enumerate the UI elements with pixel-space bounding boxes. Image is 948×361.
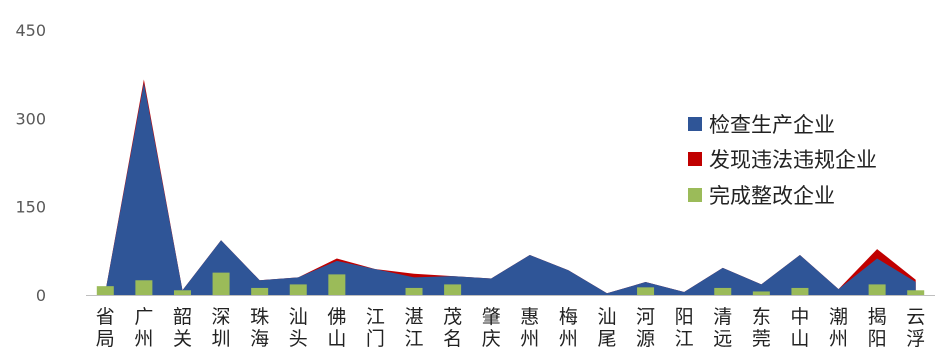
- x-tick-label: 河源: [636, 306, 655, 350]
- x-tick-char: 庆: [482, 328, 501, 350]
- x-tick-char: 清: [713, 306, 732, 328]
- x-tick-label: 湛江: [405, 306, 424, 350]
- bar-series: [96, 272, 925, 295]
- bar-河源: [637, 287, 655, 295]
- x-tick-char: 山: [327, 328, 346, 350]
- x-tick-label: 汕头: [289, 306, 308, 350]
- x-tick-char: 江: [405, 328, 424, 350]
- x-tick-label: 肇庆: [482, 306, 501, 350]
- x-tick-char: 源: [636, 328, 655, 350]
- y-tick-label: 450: [15, 21, 46, 40]
- bar-韶关: [173, 290, 191, 295]
- legend-label: 检查生产企业: [709, 113, 835, 137]
- x-tick-label: 阳江: [675, 306, 694, 350]
- x-tick-char: 河: [636, 306, 655, 328]
- bar-云浮: [907, 290, 925, 295]
- bar-茂名: [444, 284, 462, 295]
- x-tick-char: 广: [134, 306, 153, 328]
- x-tick-label: 珠海: [250, 306, 269, 350]
- x-tick-char: 浮: [906, 328, 925, 350]
- x-tick-label: 清远: [713, 306, 732, 350]
- x-tick-label: 梅州: [559, 306, 578, 350]
- x-tick-char: 局: [96, 328, 115, 350]
- x-tick-char: 海: [250, 328, 269, 350]
- x-tick-label: 揭阳: [868, 306, 887, 350]
- x-tick-char: 门: [366, 328, 385, 350]
- bar-省局: [96, 286, 114, 295]
- x-tick-char: 省: [96, 306, 115, 328]
- x-tick-char: 肇: [482, 306, 501, 328]
- y-tick-label: 150: [15, 198, 46, 217]
- x-axis: 省局广州韶关深圳珠海汕头佛山江门湛江茂名肇庆惠州梅州汕尾河源阳江清远东莞中山潮州…: [86, 295, 935, 350]
- x-tick-label: 深圳: [212, 306, 231, 350]
- x-tick-label: 佛山: [327, 306, 346, 350]
- x-tick-label: 韶关: [173, 306, 192, 350]
- x-tick-char: 尾: [597, 328, 616, 350]
- x-tick-char: 韶: [173, 306, 192, 328]
- bar-珠海: [251, 287, 269, 295]
- y-tick-label: 0: [36, 286, 46, 305]
- x-tick-char: 揭: [868, 306, 887, 328]
- x-tick-char: 湛: [405, 306, 424, 328]
- y-tick-label: 300: [15, 109, 46, 128]
- x-tick-char: 头: [289, 328, 308, 350]
- x-tick-char: 阳: [868, 328, 887, 350]
- legend-marker: [688, 188, 702, 202]
- x-tick-label: 江门: [366, 306, 385, 350]
- bar-广州: [135, 280, 153, 295]
- x-tick-label: 广州: [134, 306, 153, 350]
- x-tick-char: 山: [790, 328, 809, 350]
- bar-湛江: [405, 287, 423, 295]
- x-tick-char: 珠: [250, 306, 269, 328]
- x-tick-char: 东: [752, 306, 771, 328]
- x-tick-char: 圳: [212, 328, 231, 350]
- x-tick-char: 江: [675, 328, 694, 350]
- x-tick-label: 中山: [790, 306, 809, 350]
- x-tick-char: 州: [829, 328, 848, 350]
- x-tick-char: 梅: [559, 306, 578, 328]
- legend-label: 发现违法违规企业: [709, 148, 877, 172]
- x-tick-label: 茂名: [443, 306, 462, 350]
- x-tick-label: 汕尾: [597, 306, 616, 350]
- legend-label: 完成整改企业: [709, 184, 835, 208]
- x-tick-char: 关: [173, 328, 192, 350]
- x-tick-char: 中: [790, 306, 809, 328]
- bar-清远: [714, 287, 732, 295]
- x-tick-char: 汕: [597, 306, 616, 328]
- bar-东莞: [752, 291, 770, 295]
- x-tick-char: 名: [443, 328, 462, 350]
- bar-揭阳: [868, 284, 886, 295]
- bar-深圳: [212, 272, 230, 295]
- x-tick-char: 汕: [289, 306, 308, 328]
- x-tick-char: 阳: [675, 306, 694, 328]
- bar-佛山: [328, 274, 346, 295]
- x-tick-char: 州: [559, 328, 578, 350]
- x-tick-char: 云: [906, 306, 925, 328]
- x-tick-label: 省局: [96, 306, 115, 350]
- x-tick-char: 佛: [327, 306, 346, 328]
- y-axis: 0 150 300 450: [15, 21, 46, 305]
- x-tick-label: 潮州: [829, 306, 848, 350]
- x-tick-label: 惠州: [520, 306, 539, 350]
- x-tick-char: 深: [212, 306, 231, 328]
- x-tick-label: 云浮: [906, 306, 925, 350]
- bar-汕头: [289, 284, 307, 295]
- x-tick-char: 江: [366, 306, 385, 328]
- legend-marker: [688, 152, 702, 166]
- x-tick-label: 东莞: [752, 306, 771, 350]
- x-tick-char: 茂: [443, 306, 462, 328]
- legend-marker: [688, 117, 702, 131]
- x-tick-char: 惠: [520, 306, 539, 328]
- x-tick-char: 州: [134, 328, 153, 350]
- x-tick-char: 远: [713, 328, 732, 350]
- x-tick-char: 莞: [752, 328, 771, 350]
- x-tick-char: 州: [520, 328, 539, 350]
- x-tick-char: 潮: [829, 306, 848, 328]
- bar-中山: [791, 287, 809, 295]
